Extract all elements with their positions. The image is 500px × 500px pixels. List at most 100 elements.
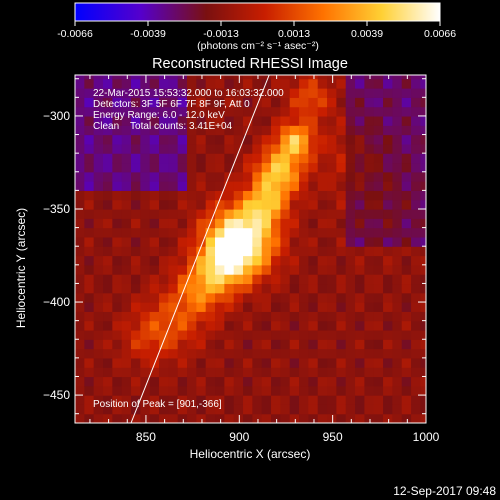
heatmap-cell — [177, 75, 188, 80]
heatmap-cell — [168, 302, 179, 312]
heatmap-cell — [131, 153, 141, 164]
heatmap-cell — [196, 143, 207, 154]
heatmap-cell — [373, 125, 384, 136]
heatmap-cell — [187, 283, 197, 294]
heatmap-cell — [205, 413, 216, 423]
heatmap-cell — [252, 153, 263, 164]
heatmap-cell — [121, 329, 132, 340]
heatmap-cell — [392, 329, 403, 340]
heatmap-cell — [159, 274, 169, 285]
heatmap-cell — [103, 348, 113, 359]
heatmap-cell — [103, 274, 113, 285]
heatmap-cell — [327, 357, 337, 368]
heatmap-cell — [252, 264, 263, 275]
heatmap-cell — [112, 385, 123, 396]
heatmap-cell — [289, 143, 300, 154]
heatmap-cell — [299, 311, 309, 322]
heatmap-cell — [75, 246, 85, 257]
heatmap-cell — [243, 227, 253, 238]
heatmap-cell — [271, 404, 281, 415]
heatmap-cell — [280, 348, 291, 359]
heatmap-cell — [224, 329, 235, 340]
heatmap-cell — [121, 97, 132, 108]
heatmap-cell — [420, 329, 426, 340]
heatmap-cell — [308, 367, 319, 378]
heatmap-cell — [121, 134, 132, 145]
heatmap-cell — [308, 357, 319, 368]
heatmap-cell — [215, 302, 225, 312]
heatmap-cell — [261, 218, 272, 229]
heatmap-cell — [252, 283, 263, 294]
heatmap-cell — [215, 143, 225, 154]
heatmap-cell — [75, 134, 85, 145]
heatmap-cell — [131, 181, 141, 191]
heatmap-cell — [280, 88, 291, 98]
heatmap-cell — [420, 292, 426, 303]
heatmap-cell — [327, 227, 337, 238]
heatmap-cell — [327, 190, 337, 201]
heatmap-cell — [420, 385, 426, 396]
heatmap-cell — [383, 199, 393, 210]
heatmap-cell — [168, 171, 179, 182]
heatmap-cell — [280, 367, 291, 378]
heatmap-cell — [205, 236, 216, 247]
heatmap-cell — [187, 218, 197, 229]
heatmap-cell — [187, 143, 197, 154]
heatmap-cell — [299, 246, 309, 257]
heatmap-cell — [355, 171, 365, 182]
heatmap-cell — [364, 339, 375, 350]
heatmap-cell — [364, 283, 375, 294]
heatmap-cell — [131, 339, 141, 350]
heatmap-cell — [280, 413, 291, 423]
heatmap-cell — [149, 153, 160, 164]
heatmap-cell — [261, 97, 272, 108]
heatmap-cell — [75, 236, 85, 247]
heatmap-cell — [392, 376, 403, 387]
heatmap-cell — [112, 302, 123, 312]
heatmap-cell — [187, 302, 197, 312]
heatmap-cell — [280, 311, 291, 322]
heatmap-cell — [205, 115, 216, 126]
heatmap-cell — [84, 75, 95, 80]
heatmap-cell — [261, 125, 272, 136]
heatmap-cell — [420, 264, 426, 275]
heatmap-cell — [103, 181, 113, 191]
heatmap-cell — [140, 134, 151, 145]
heatmap-cell — [196, 395, 207, 405]
heatmap-cell — [84, 153, 95, 164]
heatmap-cell — [252, 320, 263, 331]
heatmap-cell — [280, 97, 291, 108]
heatmap-cell — [383, 357, 393, 368]
heatmap-cell — [243, 218, 253, 229]
heatmap-cell — [84, 302, 95, 312]
heatmap-cell — [420, 357, 426, 368]
heatmap-cell — [327, 339, 337, 350]
heatmap-cell — [131, 395, 141, 405]
heatmap-cell — [159, 329, 169, 340]
heatmap-cell — [103, 97, 113, 108]
heatmap-cell — [252, 208, 263, 219]
heatmap-cell — [373, 395, 384, 405]
heatmap-cell — [196, 125, 207, 136]
heatmap-cell — [224, 292, 235, 303]
heatmap-cell — [215, 236, 225, 247]
heatmap-cell — [112, 292, 123, 303]
heatmap-cell — [271, 320, 281, 331]
heatmap-cell — [140, 274, 151, 285]
heatmap-cell — [233, 153, 244, 164]
heatmap-cell — [261, 199, 272, 210]
heatmap-cell — [252, 339, 263, 350]
heatmap-cell — [233, 413, 244, 423]
heatmap-cell — [271, 97, 281, 108]
heatmap-cell — [112, 125, 123, 136]
heatmap-cell — [224, 311, 235, 322]
heatmap-cell — [271, 143, 281, 154]
heatmap-cell — [177, 106, 188, 117]
colorbar-ticks — [74, 21, 441, 26]
heatmap-cell — [261, 348, 272, 359]
heatmap-cell — [271, 134, 281, 145]
heatmap-cell — [271, 311, 281, 322]
heatmap-cell — [215, 311, 225, 322]
heatmap-cell — [224, 376, 235, 387]
heatmap-cell — [233, 385, 244, 396]
